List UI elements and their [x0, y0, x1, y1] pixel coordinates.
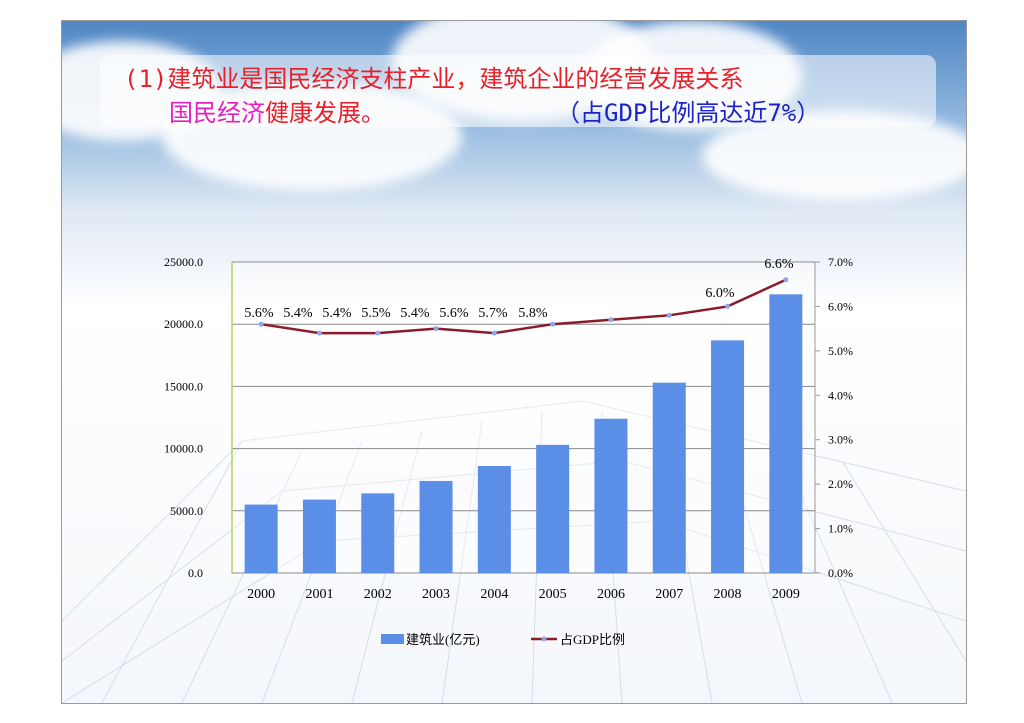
legend-swatch-marker: [541, 636, 547, 642]
legend: 建筑业(亿元) 占GDP比例: [381, 632, 625, 647]
y-left-tick-label: 5000.0: [170, 504, 203, 518]
bar: [652, 382, 686, 573]
legend-label-bar: 建筑业(亿元): [406, 632, 480, 647]
line-path: [260, 278, 787, 335]
x-tick-label: 2003: [422, 587, 450, 602]
y-right-tick-label: 1.0%: [828, 522, 853, 536]
data-label: 5.8%: [518, 306, 548, 321]
x-tick-label: 2008: [714, 587, 742, 602]
data-label: 5.4%: [322, 306, 352, 321]
title-line2-red: 健康发展。: [265, 99, 385, 127]
y-left-tick-label: 20000.0: [164, 317, 203, 331]
y-left-tick-label: 25000.0: [164, 255, 203, 269]
bar: [594, 418, 628, 573]
x-tick-label: 2009: [772, 587, 800, 602]
x-tick-label: 2007: [655, 587, 683, 602]
title-line2-magenta: 国民经济: [169, 99, 265, 127]
data-label: 6.0%: [705, 286, 735, 301]
bar: [244, 504, 278, 573]
data-label: 6.6%: [764, 257, 794, 272]
line-point: [316, 330, 322, 336]
data-label: 5.6%: [244, 306, 274, 321]
title-line-2-note: （占GDP比例高达近7%）: [556, 93, 820, 128]
line-point: [550, 321, 556, 327]
bar: [536, 444, 570, 573]
line-point: [258, 321, 264, 327]
y-right-tick-label: 3.0%: [828, 433, 853, 447]
data-label: 5.4%: [283, 306, 313, 321]
bar: [302, 499, 336, 573]
data-label: 5.5%: [361, 306, 391, 321]
title-line-2: 国民经济健康发展。: [169, 93, 385, 128]
line-point: [783, 277, 789, 283]
x-tick-label: 2005: [539, 587, 567, 602]
x-tick-label: 2001: [305, 587, 333, 602]
y-left-tick-label: 10000.0: [164, 442, 203, 456]
legend-swatch-bar: [381, 634, 404, 644]
y-right-tick-label: 4.0%: [828, 388, 853, 402]
line-point: [491, 330, 497, 336]
x-tick-label: 2000: [247, 587, 275, 602]
line-series: 5.6% 5.4% 5.4% 5.5% 5.4% 5.6% 5.7% 5.8% 6.0% 6.6%: [244, 257, 794, 336]
title-box: [100, 55, 936, 127]
y-left-tick-label: 15000.0: [164, 379, 203, 393]
bar: [419, 480, 453, 573]
data-label: 5.6%: [439, 306, 469, 321]
x-tick-label: 2002: [364, 587, 392, 602]
line-point: [608, 317, 614, 323]
y-right-tick-label: 0.0%: [828, 566, 853, 580]
y-right-tick-label: 7.0%: [828, 255, 853, 269]
data-label: 5.7%: [478, 306, 508, 321]
line-point: [433, 326, 439, 332]
y-right-tick-label: 6.0%: [828, 299, 853, 313]
line-point: [375, 330, 381, 336]
y-right-tick-label: 5.0%: [828, 344, 853, 358]
line-point: [666, 312, 672, 318]
y-left-tick-label: 0.0: [188, 566, 203, 580]
line-point: [725, 303, 731, 309]
bar: [711, 340, 745, 573]
title-line2-blue: （占GDP比例高达近7%）: [556, 99, 821, 127]
axes: 0.0 5000.0 10000.0 15000.0 20000.0 25000.0 0.0…: [164, 255, 853, 602]
x-tick-label: 2004: [480, 587, 508, 602]
bar-series: [244, 294, 803, 573]
legend-label-line: 占GDP比例: [560, 632, 625, 647]
title-line1-text: (1)建筑业是国民经济支柱产业，建筑企业的经营发展关系: [124, 65, 744, 93]
x-tick-label: 2006: [597, 587, 625, 602]
title-line-1: (1)建筑业是国民经济支柱产业，建筑企业的经营发展关系: [124, 59, 743, 94]
bar: [769, 294, 803, 573]
data-label: 5.4%: [400, 306, 430, 321]
bar: [361, 493, 395, 573]
y-right-tick-label: 2.0%: [828, 477, 853, 491]
slide: (1)建筑业是国民经济支柱产业，建筑企业的经营发展关系 国民经济健康发展。 （占…: [61, 20, 967, 704]
bar: [477, 466, 511, 573]
